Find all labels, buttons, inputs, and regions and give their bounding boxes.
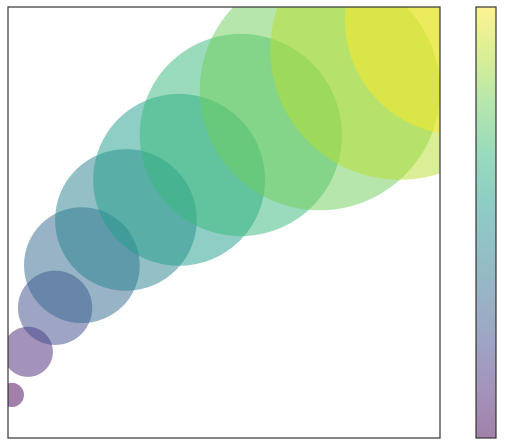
bubble <box>344 7 440 134</box>
plot-area <box>8 7 440 407</box>
plot-frame <box>7 6 441 439</box>
bubble <box>8 382 24 407</box>
colorbar <box>475 6 497 439</box>
